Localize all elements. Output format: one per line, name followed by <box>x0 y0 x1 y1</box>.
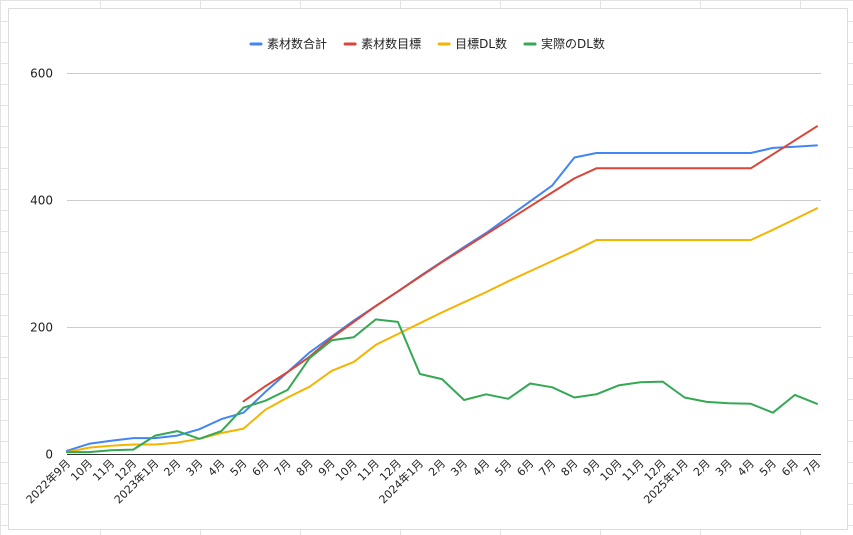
x-tick-label: 7月 <box>536 457 558 479</box>
x-tick-label: 8月 <box>559 457 581 479</box>
x-tick-label: 2022年9月 <box>23 456 73 506</box>
legend-item-0[interactable]: 素材数合計 <box>249 36 327 51</box>
x-tick-label: 10月 <box>598 457 625 484</box>
legend-label: 目標DL数 <box>455 36 507 51</box>
x-tick-label: 11月 <box>90 457 117 484</box>
x-tick-label: 5月 <box>228 457 250 479</box>
gridlines <box>67 73 821 455</box>
series-line-0[interactable] <box>66 144 818 452</box>
legend-item-3[interactable]: 実際のDL数 <box>523 36 605 51</box>
x-tick-label: 8月 <box>294 457 316 479</box>
y-axis-tick-labels: 0 200 400 600 <box>30 67 53 462</box>
x-tick-label: 4月 <box>206 457 228 479</box>
legend-label: 素材数目標 <box>361 36 421 51</box>
legend-item-2[interactable]: 目標DL数 <box>437 36 507 51</box>
x-tick-label: 6月 <box>779 457 801 479</box>
x-tick-label: 7月 <box>801 457 823 479</box>
chart-legend[interactable]: 素材数合計 素材数目標 目標DL数 実際のDL数 <box>249 36 605 51</box>
x-tick-label: 5月 <box>492 457 514 479</box>
x-tick-label: 10月 <box>68 457 95 484</box>
legend-label: 実際のDL数 <box>541 36 605 51</box>
x-tick-label: 11月 <box>620 457 647 484</box>
x-tick-label: 11月 <box>355 457 382 484</box>
x-tick-label: 10月 <box>333 457 360 484</box>
x-tick-label: 6月 <box>514 457 536 479</box>
y-tick-label: 0 <box>45 448 53 462</box>
y-tick-label: 600 <box>30 67 53 81</box>
series-lines <box>66 125 818 454</box>
x-tick-label: 4月 <box>470 457 492 479</box>
legend-item-1[interactable]: 素材数目標 <box>343 36 421 51</box>
legend-label: 素材数合計 <box>267 36 327 51</box>
y-tick-label: 200 <box>30 321 53 335</box>
x-tick-label: 2月 <box>161 457 183 479</box>
x-tick-label: 6月 <box>250 457 272 479</box>
series-line-3[interactable] <box>66 318 818 454</box>
y-tick-label: 400 <box>30 194 53 208</box>
x-tick-label: 3月 <box>713 457 735 479</box>
chart-container[interactable]: 0 200 400 600 2022年9月 10月 11月 12月 2023年1月 2月 3月 4月… <box>8 8 848 530</box>
series-line-1[interactable] <box>242 125 818 403</box>
x-tick-label: 3月 <box>184 457 206 479</box>
series-line-2[interactable] <box>66 207 818 454</box>
x-tick-label: 7月 <box>272 457 294 479</box>
x-tick-label: 4月 <box>735 457 757 479</box>
x-tick-label: 3月 <box>448 457 470 479</box>
x-tick-label: 5月 <box>757 457 779 479</box>
x-tick-label: 2月 <box>691 457 713 479</box>
x-tick-label: 2月 <box>426 457 448 479</box>
